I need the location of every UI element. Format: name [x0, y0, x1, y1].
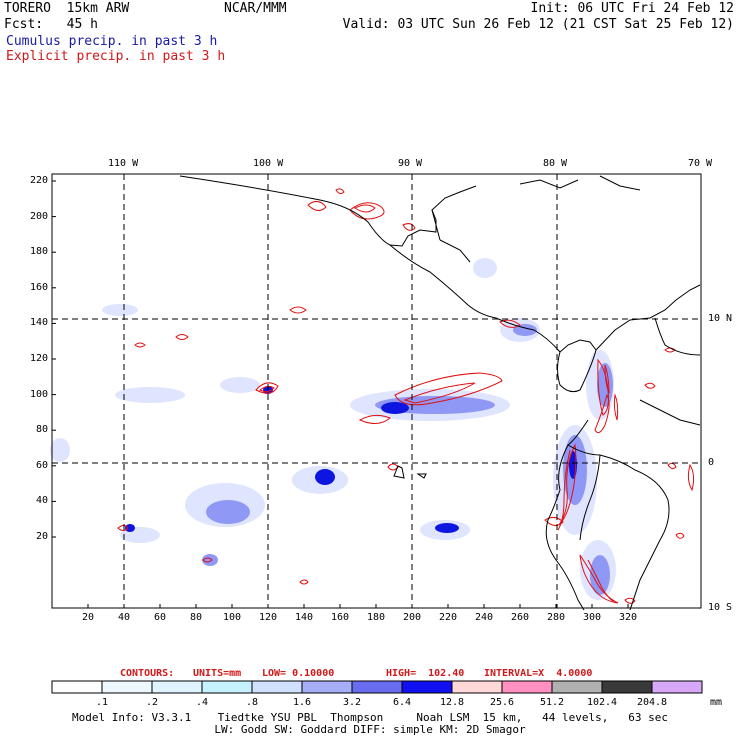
colorbar-label: .2	[145, 697, 159, 708]
x-tick-label: 260	[510, 612, 530, 623]
y-tick-label: 60	[35, 459, 48, 471]
lon-label-90w: 90 W	[398, 158, 423, 169]
colorbar-swatch	[401, 680, 453, 694]
lat-label-10s: 10 S	[708, 602, 733, 613]
contours-label: CONTOURS:	[120, 668, 175, 679]
x-tick-label: 100	[222, 612, 242, 623]
x-tick-label: 120	[258, 612, 278, 623]
colorbar-label: 6.4	[392, 697, 412, 708]
valid-time: Valid: 03 UTC Sun 26 Feb 12 (21 CST Sat …	[342, 17, 734, 32]
y-tick-label: 40	[35, 495, 48, 507]
y-tick-label: 100	[29, 388, 48, 400]
colorbar-units: mm	[710, 697, 723, 708]
lat-label-10n: 10 N	[708, 313, 733, 324]
x-tick-label: 300	[582, 612, 602, 623]
colorbar-swatch	[101, 680, 153, 694]
lon-label-70w: 70 W	[688, 158, 713, 169]
colorbar	[51, 680, 703, 694]
colorbar-swatch	[651, 680, 703, 694]
colorbar-swatch	[551, 680, 603, 694]
explicit-field-label: Explicit precip. in past 3 h	[6, 49, 226, 64]
org-name: NCAR/MMM	[224, 1, 287, 16]
axis-ticks	[52, 180, 629, 608]
colorbar-swatch	[501, 680, 553, 694]
coastline	[179, 175, 701, 611]
y-tick-label: 20	[35, 531, 48, 542]
y-tick-label: 220	[29, 175, 48, 186]
forecast-hour: Fcst: 45 h	[4, 17, 98, 32]
model-name: TORERO 15km ARW	[4, 1, 130, 16]
colorbar-label: 3.2	[342, 697, 362, 708]
x-tick-label: 280	[546, 612, 566, 623]
x-tick-label: 240	[474, 612, 494, 623]
colorbar-label: 204.8	[636, 697, 668, 708]
x-tick-label: 160	[330, 612, 350, 623]
colorbar-swatch	[351, 680, 403, 694]
init-time: Init: 06 UTC Fri 24 Feb 12	[530, 1, 735, 16]
cumulus-light-shading	[50, 258, 616, 600]
colorbar-label: .4	[195, 697, 209, 708]
contours-low: LOW= 0.10000	[262, 668, 335, 679]
colorbar-label: 51.2	[539, 697, 565, 708]
contours-high: HIGH= 102.40	[386, 668, 465, 679]
explicit-precip-contours	[117, 188, 695, 604]
model-info-line2: LW: Godd SW: Goddard DIFF: simple KM: 2D…	[214, 723, 526, 736]
lat-lon-grid	[52, 174, 701, 608]
y-tick-label: 80	[35, 424, 48, 436]
x-tick-label: 180	[366, 612, 386, 623]
lat-label-0: 0	[708, 457, 715, 468]
lon-label-100w: 100 W	[253, 158, 284, 169]
y-tick-label: 120	[29, 353, 48, 364]
x-tick-label: 80	[189, 612, 203, 623]
colorbar-label: .8	[245, 697, 259, 708]
x-tick-label: 320	[618, 612, 638, 623]
colorbar-swatch	[601, 680, 653, 694]
y-tick-label: 140	[29, 317, 48, 329]
lon-label-110w: 110 W	[108, 158, 139, 169]
y-tick-label: 200	[29, 210, 48, 222]
model-info-line1: Model Info: V3.3.1 Tiedtke YSU PBL Thomp…	[71, 711, 669, 724]
contours-units: UNITS=mm	[193, 668, 242, 679]
colorbar-swatch	[201, 680, 253, 694]
colorbar-label: 1.6	[292, 697, 312, 708]
colorbar-label: 102.4	[586, 697, 618, 708]
y-tick-label: 180	[29, 246, 48, 258]
colorbar-swatch	[251, 680, 303, 694]
x-tick-label: 220	[438, 612, 458, 623]
colorbar-label: 12.8	[439, 697, 465, 708]
x-tick-label: 20	[81, 612, 95, 623]
colorbar-label: 25.6	[489, 697, 515, 708]
cumulus-field-label: Cumulus precip. in past 3 h	[6, 34, 218, 49]
x-tick-label: 60	[153, 612, 167, 623]
colorbar-swatch	[51, 680, 103, 694]
y-tick-label: 160	[29, 281, 48, 293]
contours-interval: INTERVAL=X 4.0000	[484, 668, 593, 679]
cumulus-mid-shading	[202, 324, 613, 595]
lon-label-80w: 80 W	[543, 158, 568, 169]
x-tick-label: 140	[294, 612, 314, 623]
colorbar-swatch	[301, 680, 353, 694]
colorbar-label: .1	[95, 697, 109, 708]
x-tick-label: 40	[117, 612, 131, 623]
x-tick-label: 200	[402, 612, 422, 623]
colorbar-swatch	[151, 680, 203, 694]
colorbar-swatch	[451, 680, 503, 694]
